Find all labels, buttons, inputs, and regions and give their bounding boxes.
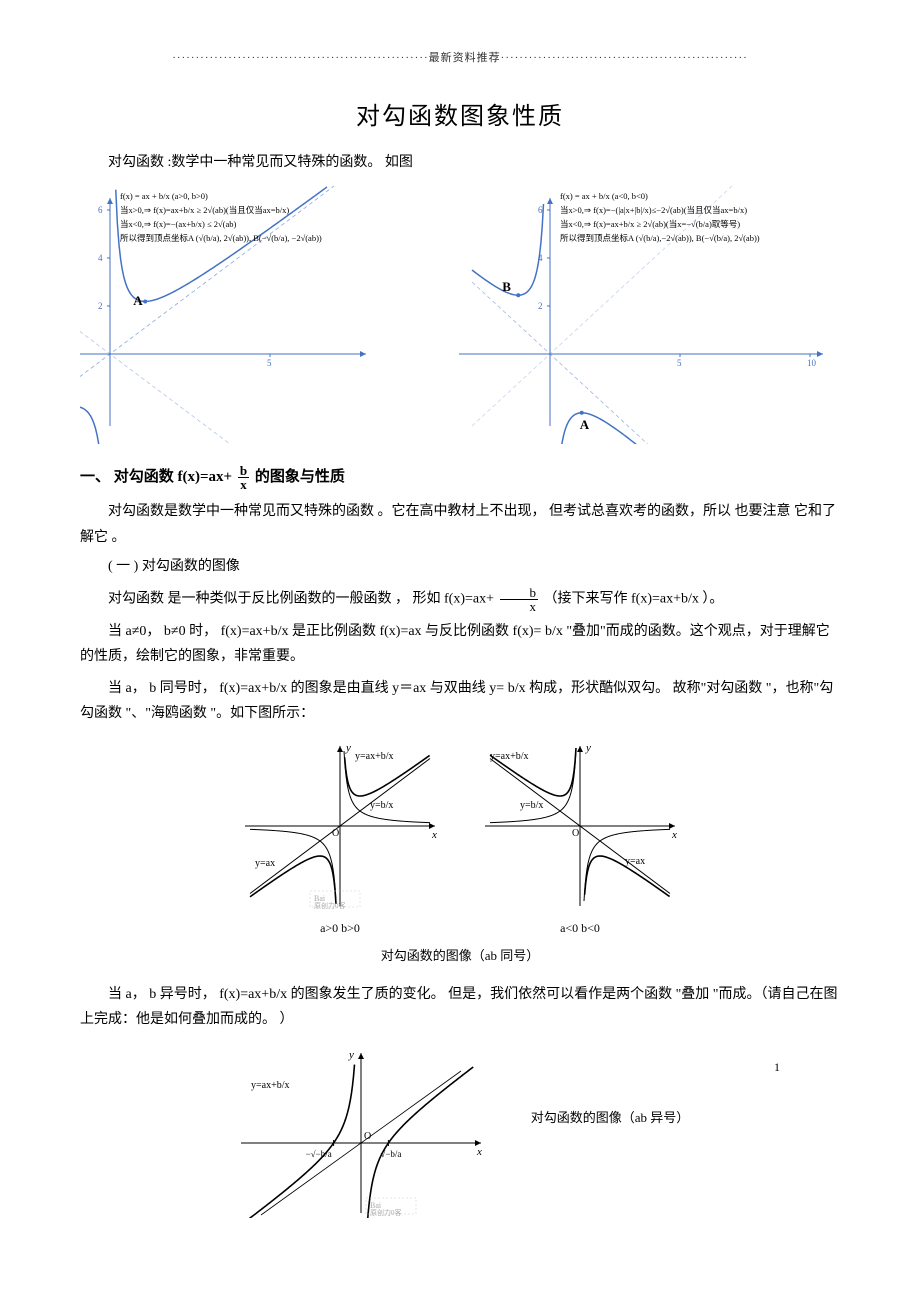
svg-text:6: 6 — [98, 205, 103, 215]
svg-text:y=ax: y=ax — [255, 858, 275, 869]
svg-text:2: 2 — [98, 301, 103, 311]
svg-text:B: B — [502, 280, 511, 295]
svg-text:y=b/x: y=b/x — [370, 800, 393, 811]
mid-graph-caption: 对勾函数的图像（ab 同号） — [80, 946, 840, 967]
svg-text:当x>0,⇒ f(x)=ax+b/x ≥ 2√(ab)(当且: 当x>0,⇒ f(x)=ax+b/x ≥ 2√(ab)(当且仅当ax=b/x) — [120, 205, 289, 215]
bottom-side-caption: 对勾函数的图像（ab 异号） — [531, 1108, 690, 1129]
chart-right-negative: 246510ABf(x) = ax + b/x (a<0, b<0)当x>0,⇒… — [440, 184, 840, 444]
svg-text:y=ax+b/x: y=ax+b/x — [251, 1080, 290, 1091]
frac-b-over-x: b x — [238, 464, 249, 491]
svg-text:原创力0客: 原创力0客 — [314, 901, 346, 910]
frac-b-over-x-2: b x — [500, 586, 539, 613]
svg-text:当x<0,⇒ f(x)=ax+b/x ≥ 2√(ab)(当x: 当x<0,⇒ f(x)=ax+b/x ≥ 2√(ab)(当x=−√(b/a)取等… — [560, 219, 740, 229]
svg-text:A: A — [133, 294, 143, 309]
svg-text:4: 4 — [98, 253, 103, 263]
svg-text:f(x) = ax + b/x (a<0, b<0): f(x) = ax + b/x (a<0, b<0) — [560, 191, 648, 201]
svg-text:y=ax: y=ax — [625, 856, 645, 867]
svg-text:y=ax+b/x: y=ax+b/x — [490, 751, 529, 762]
section-1-suffix: 的图象与性质 — [255, 469, 345, 485]
svg-text:A: A — [580, 417, 590, 432]
svg-text:y: y — [348, 1049, 354, 1061]
svg-text:x: x — [671, 829, 677, 841]
svg-text:原创力0客: 原创力0客 — [370, 1208, 402, 1217]
graph-ab-opposite-sign: Oxy√−b/a−√−b/ay=ax+b/xBai原创力0客 — [231, 1048, 491, 1218]
svg-text:x: x — [476, 1146, 482, 1158]
svg-text:当x<0,⇒ f(x)=−(ax+b/x) ≤ 2√(ab): 当x<0,⇒ f(x)=−(ax+b/x) ≤ 2√(ab) — [120, 219, 237, 229]
section1-p3: 当 a≠0， b≠0 时， f(x)=ax+b/x 是正比例函数 f(x)=ax… — [80, 619, 840, 669]
svg-text:O: O — [572, 828, 579, 839]
graph-ab-positive: Oxyy=ax+b/xy=b/xy=axBai原创力0客 — [240, 741, 440, 911]
bottom-graph-row: Oxy√−b/a−√−b/ay=ax+b/xBai原创力0客 对勾函数的图像（a… — [80, 1048, 840, 1218]
svg-text:所以得到顶点坐标A (√(b/a), 2√(ab)), B(: 所以得到顶点坐标A (√(b/a), 2√(ab)), B(−√(b/a), −… — [120, 233, 322, 243]
mid-graph-pair: Oxyy=ax+b/xy=b/xy=axBai原创力0客 a>0 b>0 Oxy… — [80, 741, 840, 939]
top-chart-pair: 2 4 6 5 Af(x) = ax + b/x (a>0, b>0) 当x>0,⇒ f(… — [80, 184, 840, 444]
svg-text:10: 10 — [807, 358, 817, 368]
svg-text:2: 2 — [538, 301, 543, 311]
graph-ab-negative: Ox y y=ax+b/x y=b/x y=ax — [480, 741, 680, 911]
svg-text:y: y — [585, 742, 591, 754]
section-1-heading: 一、 对勾函数 f(x)=ax+ b x 的图象与性质 — [80, 464, 840, 491]
svg-text:√−b/a: √−b/a — [380, 1149, 401, 1159]
svg-text:y=ax+b/x: y=ax+b/x — [355, 751, 394, 762]
svg-text:5: 5 — [677, 358, 682, 368]
svg-text:5: 5 — [267, 358, 272, 368]
section1-p1: 对勾函数是数学中一种常见而又特殊的函数 。它在高中教材上不出现， 但考试总喜欢考… — [80, 499, 840, 549]
section1-p2: 对勾函数 是一种类似于反比例函数的一般函数 ， 形如 f(x)=ax+ b x … — [80, 586, 840, 613]
chart-left-positive: 2 4 6 5 Af(x) = ax + b/x (a>0, b>0) 当x>0,⇒ f(… — [80, 184, 420, 444]
svg-text:y: y — [345, 742, 351, 754]
svg-text:f(x) = ax + b/x (a>0, b>0): f(x) = ax + b/x (a>0, b>0) — [120, 191, 208, 201]
section-1-prefix: 一、 对勾函数 f(x)=ax+ — [80, 469, 232, 485]
header-recommendation: ········································… — [80, 50, 840, 68]
svg-text:y=b/x: y=b/x — [520, 800, 543, 811]
section1-p5: 当 a， b 异号时， f(x)=ax+b/x 的图象发生了质的变化。 但是，我… — [80, 982, 840, 1032]
cond-neg: a<0 b<0 — [480, 919, 680, 938]
page-number: 1 — [774, 1058, 780, 1077]
page-title: 对勾函数图象性质 — [80, 98, 840, 136]
subsection-1-title: ( 一 ) 对勾函数的图像 — [80, 556, 840, 578]
svg-text:x: x — [431, 829, 437, 841]
svg-text:−√−b/a: −√−b/a — [305, 1149, 331, 1159]
svg-text:所以得到顶点坐标A (√(b/a),−2√(ab)), B(: 所以得到顶点坐标A (√(b/a),−2√(ab)), B(−√(b/a), 2… — [560, 233, 760, 243]
cond-pos: a>0 b>0 — [240, 919, 440, 938]
section1-p4: 当 a， b 同号时， f(x)=ax+b/x 的图象是由直线 y＝ax 与双曲… — [80, 676, 840, 726]
svg-text:当x>0,⇒ f(x)=−(|a|x+|b|/x)≤−2√(: 当x>0,⇒ f(x)=−(|a|x+|b|/x)≤−2√(ab)(当且仅当ax… — [560, 205, 747, 215]
intro-text: 对勾函数 :数学中一种常见而又特殊的函数。 如图 — [80, 152, 840, 174]
